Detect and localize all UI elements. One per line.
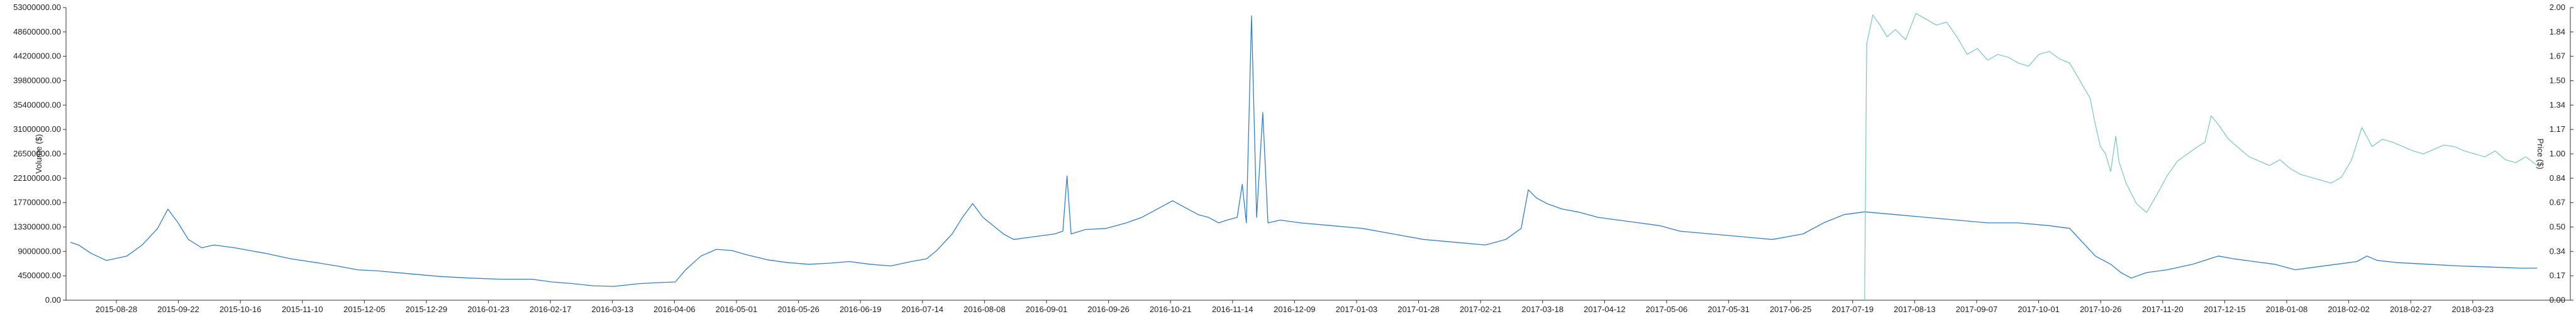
right-tick-label: 1.17 (2550, 124, 2565, 134)
right-tick-label: 0.84 (2550, 173, 2565, 183)
x-tick-label: 2018-02-27 (2390, 305, 2432, 314)
series-layer (70, 13, 2538, 301)
x-tick-label: 2016-04-06 (653, 305, 696, 314)
x-tick-label: 2016-06-19 (840, 305, 882, 314)
right-tick-label: 1.00 (2550, 149, 2565, 158)
left-tick-label: 48600000.00 (13, 27, 61, 36)
right-tick-label: 0.67 (2550, 198, 2565, 207)
right-tick-label: 1.84 (2550, 27, 2565, 36)
x-tick-label: 2016-07-14 (902, 305, 944, 314)
x-tick-label: 2016-05-26 (777, 305, 819, 314)
x-tick-label: 2016-09-26 (1087, 305, 1130, 314)
x-tick-label: 2017-12-15 (2204, 305, 2246, 314)
x-tick-label: 2016-08-08 (963, 305, 1006, 314)
x-tick-label: 2017-10-01 (2018, 305, 2060, 314)
left-tick-label: 26500000.00 (13, 149, 61, 158)
left-tick-label: 53000000.00 (13, 3, 61, 12)
left-tick-label: 17700000.00 (13, 198, 61, 207)
right-axis-title: Price ($) (2536, 138, 2545, 169)
x-tick-label: 2016-09-01 (1026, 305, 1068, 314)
left-tick-label: 22100000.00 (13, 173, 61, 183)
x-tick-label: 2017-03-18 (1522, 305, 1564, 314)
x-tick-label: 2015-10-16 (219, 305, 262, 314)
right-tick-label: 1.67 (2550, 51, 2565, 61)
x-tick-label: 2016-03-13 (592, 305, 634, 314)
series-line-price (1864, 13, 2538, 301)
x-tick-label: 2016-10-21 (1150, 305, 1192, 314)
x-tick-label: 2017-05-06 (1646, 305, 1688, 314)
x-tick-label: 2017-02-21 (1460, 305, 1502, 314)
left-tick-label: 9000000.00 (18, 246, 61, 256)
x-tick-label: 2017-04-12 (1584, 305, 1626, 314)
left-tick-label: 13300000.00 (13, 222, 61, 232)
left-tick-label: 44200000.00 (13, 51, 61, 61)
x-tick-label: 2015-09-22 (157, 305, 199, 314)
left-tick-label: 31000000.00 (13, 124, 61, 134)
x-tick-label: 2016-11-14 (1212, 305, 1253, 314)
right-tick-label: 1.34 (2550, 100, 2565, 109)
x-tick-label: 2016-12-09 (1274, 305, 1316, 314)
left-axis-title: Volume ($) (34, 134, 43, 174)
x-tick-label: 2018-03-23 (2452, 305, 2494, 314)
x-tick-label: 2017-11-20 (2142, 305, 2184, 314)
x-tick-label: 2018-01-08 (2266, 305, 2308, 314)
right-tick-label: 0.50 (2550, 222, 2565, 232)
x-tick-label: 2016-02-17 (530, 305, 572, 314)
right-tick-label: 2.00 (2550, 3, 2565, 12)
x-tick-label: 2015-12-29 (406, 305, 448, 314)
right-tick-label: 1.50 (2550, 76, 2565, 85)
x-tick-label: 2016-05-01 (716, 305, 758, 314)
left-tick-label: 39800000.00 (13, 76, 61, 85)
series-line-volume (70, 15, 2538, 287)
right-tick-label: 0.17 (2550, 271, 2565, 280)
x-tick-label: 2017-09-07 (1956, 305, 1998, 314)
x-tick-label: 2017-08-13 (1894, 305, 1936, 314)
x-tick-label: 2017-06-25 (1770, 305, 1812, 314)
left-y-axis: 0.00 4500000.00 9000000.00 13300000.00 17700… (13, 3, 67, 305)
left-tick-label: 4500000.00 (18, 271, 61, 280)
left-tick-label: 35400000.00 (13, 100, 61, 109)
x-tick-label: 2017-07-19 (1832, 305, 1874, 314)
x-tick-label: 2015-12-05 (343, 305, 386, 314)
x-axis: 2015-08-28 2015-09-22 2015-10-16 2015-11-10… (66, 300, 2570, 314)
right-y-axis: 0.000.170.340.500.670.841.001.171.341.50… (2550, 3, 2573, 305)
x-tick-label: 2016-01-23 (467, 305, 509, 314)
right-tick-label: 0.34 (2550, 246, 2565, 256)
x-tick-label: 2017-10-26 (2080, 305, 2122, 314)
x-tick-label: 2017-01-03 (1336, 305, 1378, 314)
x-tick-label: 2017-05-31 (1707, 305, 1750, 314)
left-tick-label: 0.00 (45, 295, 61, 305)
x-tick-label: 2015-08-28 (96, 305, 138, 314)
x-tick-label: 2018-02-02 (2328, 305, 2370, 314)
x-tick-label: 2017-01-28 (1397, 305, 1440, 314)
x-tick-label: 2015-11-10 (282, 305, 323, 314)
